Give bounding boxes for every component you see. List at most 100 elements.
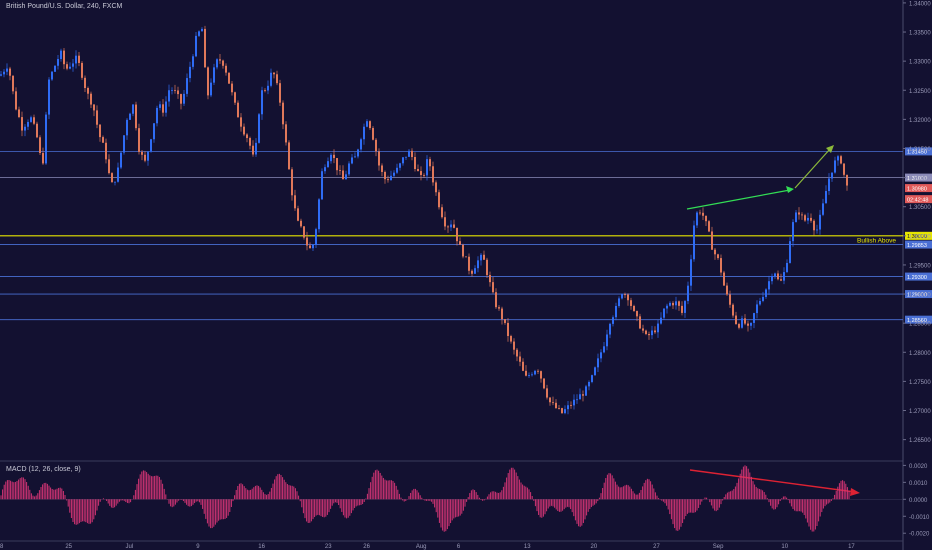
candle-body	[708, 221, 710, 232]
candle-body	[525, 370, 527, 376]
candle-body	[558, 408, 560, 409]
price-tick-label: 1.31000	[909, 176, 931, 182]
grid	[0, 0, 904, 550]
candle-body	[351, 157, 353, 164]
candle-body	[489, 275, 491, 283]
candle-body	[126, 119, 128, 136]
candle-body	[471, 270, 473, 274]
time-tick-label: 25	[65, 544, 72, 550]
level-tag	[905, 231, 932, 240]
candle-body	[567, 405, 569, 410]
candle-body	[486, 259, 488, 276]
candle-body	[519, 356, 521, 362]
candle-body	[759, 300, 761, 305]
candle-body	[597, 358, 599, 368]
candle-body	[432, 166, 434, 183]
macd-tick-label: -0.0020	[909, 532, 930, 538]
candle-body	[441, 207, 443, 218]
candle-body	[405, 156, 407, 158]
candle-body	[402, 157, 404, 164]
candle-body	[663, 308, 665, 318]
candle-body	[504, 319, 506, 323]
candle-body	[654, 330, 656, 333]
candle-body	[435, 182, 437, 193]
candle-body	[213, 67, 215, 83]
candle-body	[393, 172, 395, 176]
candle-body	[48, 79, 50, 115]
candle-body	[768, 281, 770, 290]
macd-tick-label: 0.0020	[909, 464, 928, 470]
macd-tick-label: 0.0000	[909, 498, 928, 504]
candle-body	[417, 169, 419, 172]
price-tag-label: 02:42:48	[907, 197, 928, 203]
arrow-line-green	[686, 189, 791, 210]
candle-body	[831, 172, 833, 179]
candle-body	[495, 292, 497, 308]
candle-body	[474, 268, 476, 274]
candle-body	[360, 139, 362, 150]
level-tag	[905, 147, 932, 156]
time-tick-label: 20	[591, 544, 598, 550]
candle-body	[375, 139, 377, 152]
candle-body	[411, 150, 413, 158]
candle-body	[540, 371, 542, 379]
candle-body	[714, 249, 716, 255]
time-tick-label: Sep	[713, 544, 724, 550]
candle-body	[72, 63, 74, 67]
candle-body	[561, 408, 563, 414]
candle-body	[315, 229, 317, 245]
candle-body	[276, 74, 278, 84]
candle-body	[594, 367, 596, 376]
bullish-above-label: Bullish Above	[857, 237, 896, 244]
candle-body	[129, 113, 131, 120]
price-tick-label: 1.32500	[909, 89, 931, 95]
candle-body	[225, 65, 227, 73]
level-tag-label: 1.29853	[907, 243, 927, 249]
candle-body	[39, 137, 41, 154]
candle-body	[147, 151, 149, 161]
price-tick-label: 1.29500	[909, 263, 931, 269]
candle-body	[171, 90, 173, 91]
candle-body	[786, 262, 788, 273]
candle-body	[219, 59, 221, 61]
candle-body	[108, 159, 110, 174]
candle-body	[579, 394, 581, 400]
candle-body	[195, 35, 197, 57]
arrow-head-green	[786, 186, 794, 193]
candle-body	[345, 174, 347, 180]
candle-body	[378, 151, 380, 166]
candle-body	[798, 212, 800, 215]
candle-body	[159, 104, 161, 108]
candle-body	[690, 259, 692, 286]
candle-body	[555, 402, 557, 409]
candle-body	[627, 294, 629, 301]
candle-body	[135, 104, 137, 129]
candle-body	[240, 117, 242, 127]
candle-body	[21, 117, 23, 131]
candle-body	[282, 102, 284, 125]
candle-body	[813, 220, 815, 231]
candle-body	[645, 330, 647, 335]
candle-body	[804, 215, 806, 221]
time-tick-label: 10	[781, 544, 788, 550]
candle-body	[117, 167, 119, 182]
candle-body	[24, 126, 26, 131]
macd-tick-label: -0.0010	[909, 515, 930, 521]
candle-body	[186, 78, 188, 94]
candle-body	[582, 394, 584, 396]
price-tag	[905, 184, 932, 193]
time-tick-label: Jul	[125, 544, 133, 550]
candle-body	[342, 170, 344, 180]
candle-body	[801, 214, 803, 216]
time-tick-label: 18	[0, 544, 4, 550]
candle-body	[633, 305, 635, 312]
candle-body	[753, 313, 755, 323]
macd-arrow-head	[850, 488, 860, 496]
candle-body	[771, 276, 773, 282]
candle-body	[120, 152, 122, 168]
candle-body	[180, 94, 182, 104]
candle-body	[270, 72, 272, 86]
candle-body	[531, 374, 533, 376]
candle-body	[6, 68, 8, 72]
